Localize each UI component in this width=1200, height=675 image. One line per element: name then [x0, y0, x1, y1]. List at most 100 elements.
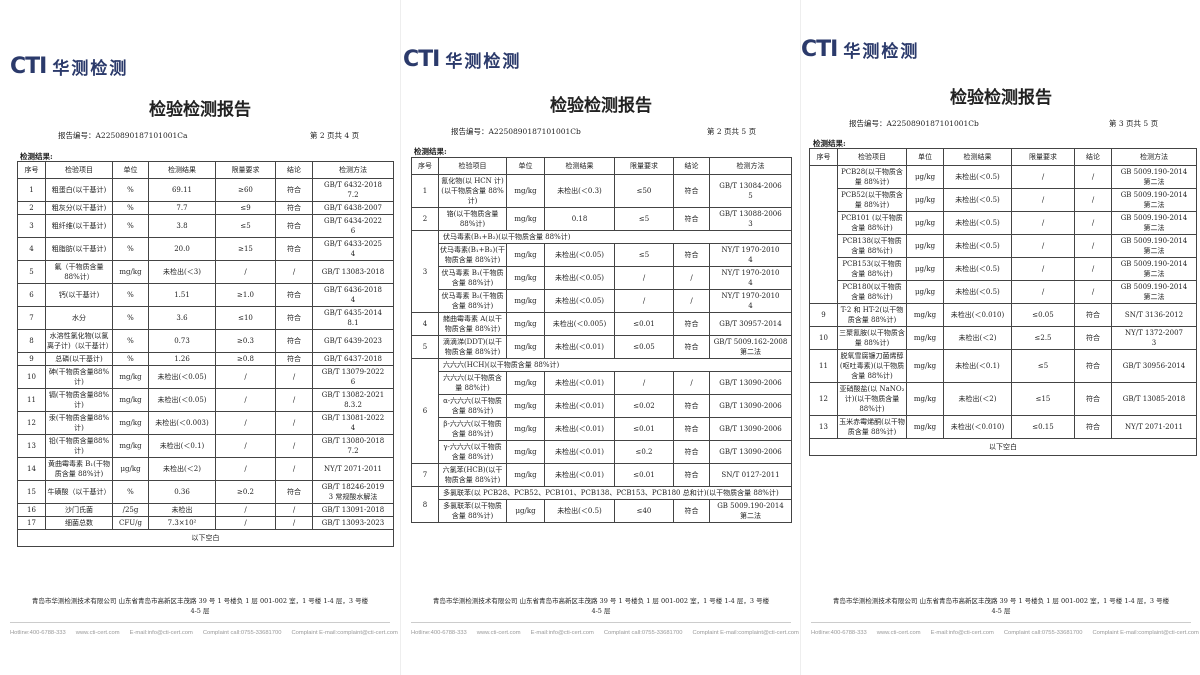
seq-cell: 2: [411, 207, 439, 231]
footer-contact-item: Complaint call:0755-33681700: [1003, 630, 1083, 636]
unit-cell: %: [112, 214, 149, 238]
method-cell: GB/T 30957-2014: [709, 312, 792, 336]
limit-cell: /: [614, 266, 674, 290]
table-row: 17 细菌总数 CFU/g 7.3×10² / / GB/T 13093-2023: [17, 516, 394, 530]
result-cell: 未检出: [148, 503, 216, 517]
unit-cell: %: [112, 283, 149, 307]
result-cell: 1.51: [148, 283, 216, 307]
limit-cell: ≤0.01: [614, 312, 674, 336]
seq-cell: 5: [411, 335, 439, 359]
page-number: 第 2 页共 5 页: [707, 127, 757, 136]
limit-cell: /: [614, 289, 674, 313]
footer-contact-item: E-mail:info@cti-cert.com: [930, 630, 994, 636]
result-cell: 未检出(＜0.05): [148, 365, 216, 389]
blank-below-row: 以下空白: [17, 529, 394, 547]
method-cell: GB/T 6434-2022 6: [312, 214, 394, 238]
column-header: 检测方法: [312, 161, 394, 179]
seq-cell: 8: [411, 486, 439, 523]
table-row: 6 钙(以干基计)% 1.51 ≥1.0 符合 GB/T 6436-2018 4: [17, 283, 394, 307]
limit-cell: /: [215, 503, 276, 517]
limit-cell: ≤5: [1011, 349, 1075, 383]
method-cell: GB/T 6438-2007: [312, 201, 394, 215]
conclusion-cell: /: [1074, 165, 1112, 189]
table-row: 13 铅(干物质含量88%计) mg/kg 未检出(＜0.1) / / GB/T 13080…: [17, 434, 394, 458]
blank-below-text: 以下空白: [17, 529, 394, 547]
conclusion-cell: 符合: [1074, 326, 1112, 350]
limit-cell: ≤0.2: [614, 440, 674, 464]
conclusion-cell: /: [1074, 280, 1112, 304]
group-header-cell: 伏马毒素(B₁+B₂)(以干物质含量 88%计): [438, 230, 792, 244]
seq-cell: 12: [17, 411, 46, 435]
unit-cell: /25g: [112, 503, 149, 517]
seq-cell: 7: [411, 463, 439, 487]
limit-cell: /: [215, 516, 276, 530]
seq-cell: 11: [809, 349, 838, 383]
limit-cell: ≥0.3: [215, 329, 276, 353]
unit-cell: μg/kg: [906, 165, 944, 189]
unit-cell: %: [112, 480, 149, 504]
conclusion-cell: 符合: [673, 335, 710, 359]
table-row: γ-六六六(以干物质含量 88%计) mg/kg 未检出(＜0.01) ≤0.2 符合 G…: [412, 440, 792, 464]
method-cell: GB/T 13090-2006: [709, 394, 792, 418]
conclusion-cell: 符合: [275, 214, 313, 238]
table-row: 10 三聚氰胺(以干物质含量 88%计) mg/kg 未检出(＜2) ≤2.5 符合 NY/…: [809, 326, 1197, 350]
unit-cell: mg/kg: [506, 417, 545, 441]
conclusion-cell: 符合: [673, 417, 710, 441]
report-title: 检验检测报告: [149, 100, 251, 120]
unit-cell: mg/kg: [112, 411, 149, 435]
blank-below-text: 以下空白: [809, 438, 1197, 456]
method-cell: GB 5009.190-2014 第二法: [1111, 257, 1197, 281]
column-header: 结论: [673, 157, 710, 175]
table-row: PCB138(以干物质含量 88%计) μg/kg 未检出(＜0.5) / / GB 50…: [810, 234, 1197, 258]
footer-contact-item: Hotline:400-6788-333: [811, 630, 867, 636]
table-row: 4 粗脂肪(以干基计)% 20.0 ≥15 符合 GB/T 6433-2025 4: [17, 237, 394, 261]
footer-contact-item: Complaint E-mail:complaint@cti-cert.com: [1092, 630, 1199, 636]
seq-cell: 9: [17, 352, 46, 366]
column-header: 单位: [506, 157, 545, 175]
conclusion-cell: 符合: [673, 207, 710, 231]
result-cell: 未检出(＜0.01): [544, 371, 615, 395]
item-cell: 镉(干物质含量88%计): [45, 388, 113, 412]
item-cell: PCB28(以干物质含量 88%计): [837, 165, 907, 189]
limit-cell: /: [1011, 257, 1075, 281]
method-cell: GB/T 6432-2018 7.2: [312, 178, 394, 202]
unit-cell: mg/kg: [906, 415, 944, 439]
column-header: 序号: [17, 161, 46, 179]
footer-divider: [10, 622, 390, 623]
table-row: 15 牛磺酸（以干基计）% 0.36 ≥0.2 符合 GB/T 18246-2019 3 …: [17, 480, 394, 504]
method-cell: GB/T 6433-2025 4: [312, 237, 394, 261]
result-cell: 69.11: [148, 178, 216, 202]
table-row: 5 滴滴涕(DDT)(以干物质含量 88%计) mg/kg 未检出(＜0.01) ≤0.…: [411, 335, 792, 359]
limit-cell: /: [215, 434, 276, 458]
unit-cell: mg/kg: [506, 371, 545, 395]
limit-cell: ≤5: [614, 243, 674, 267]
table-row: 4 赭曲霉毒素 A(以干物质含量 88%计) mg/kg 未检出(＜0.005) ≤0.…: [411, 312, 792, 336]
method-cell: GB 5009.190-2014 第二法: [1111, 165, 1197, 189]
seq-cell: 13: [809, 415, 838, 439]
result-cell: 0.36: [148, 480, 216, 504]
column-header: 检测结果: [943, 148, 1012, 166]
seq-cell: 11: [17, 388, 46, 412]
seq-cell: 8: [17, 329, 46, 353]
method-cell: GB/T 6435-2014 8.1: [312, 306, 394, 330]
method-cell: GB 5009.190-2014 第二法: [1111, 280, 1197, 304]
table-row: 7 六氯苯(HCB)(以干物质含量 88%计) mg/kg 未检出(＜0.01) ≤0.…: [411, 463, 792, 487]
limit-cell: ≤0.01: [614, 417, 674, 441]
limit-cell: ≤0.05: [1011, 303, 1075, 327]
table-row: 7 水分% 3.6 ≤10 符合 GB/T 6435-2014 8.1: [17, 306, 394, 330]
unit-cell: μg/kg: [906, 257, 944, 281]
unit-cell: mg/kg: [112, 365, 149, 389]
item-cell: 氰化物(以 HCN 计)(以干物质含量 88%计): [438, 174, 507, 208]
method-cell: NY/T 1970-2010 4: [709, 289, 792, 313]
item-cell: 氟（干物质含量88%计）: [45, 260, 113, 284]
seq-cell: 10: [809, 326, 838, 350]
conclusion-cell: /: [673, 266, 710, 290]
results-table: 序号 检验项目 单位 检测结果 限量要求 结论 检测方法 1 氰化物(以 HCN 计)(以干物质…: [411, 157, 792, 523]
group-header-cell: 多氯联苯(以 PCB28、PCB52、PCB101、PCB138、PCB153、…: [438, 486, 792, 500]
conclusion-cell: 符合: [673, 440, 710, 464]
report-number: 报告编号：A2250890187101001Cb: [451, 127, 581, 136]
table-header-row: 序号 检验项目 单位 检测结果 限量要求 结论 检测方法: [17, 161, 394, 179]
results-label: 检测结果:: [813, 139, 846, 148]
limit-cell: /: [215, 365, 276, 389]
result-cell: 0.73: [148, 329, 216, 353]
